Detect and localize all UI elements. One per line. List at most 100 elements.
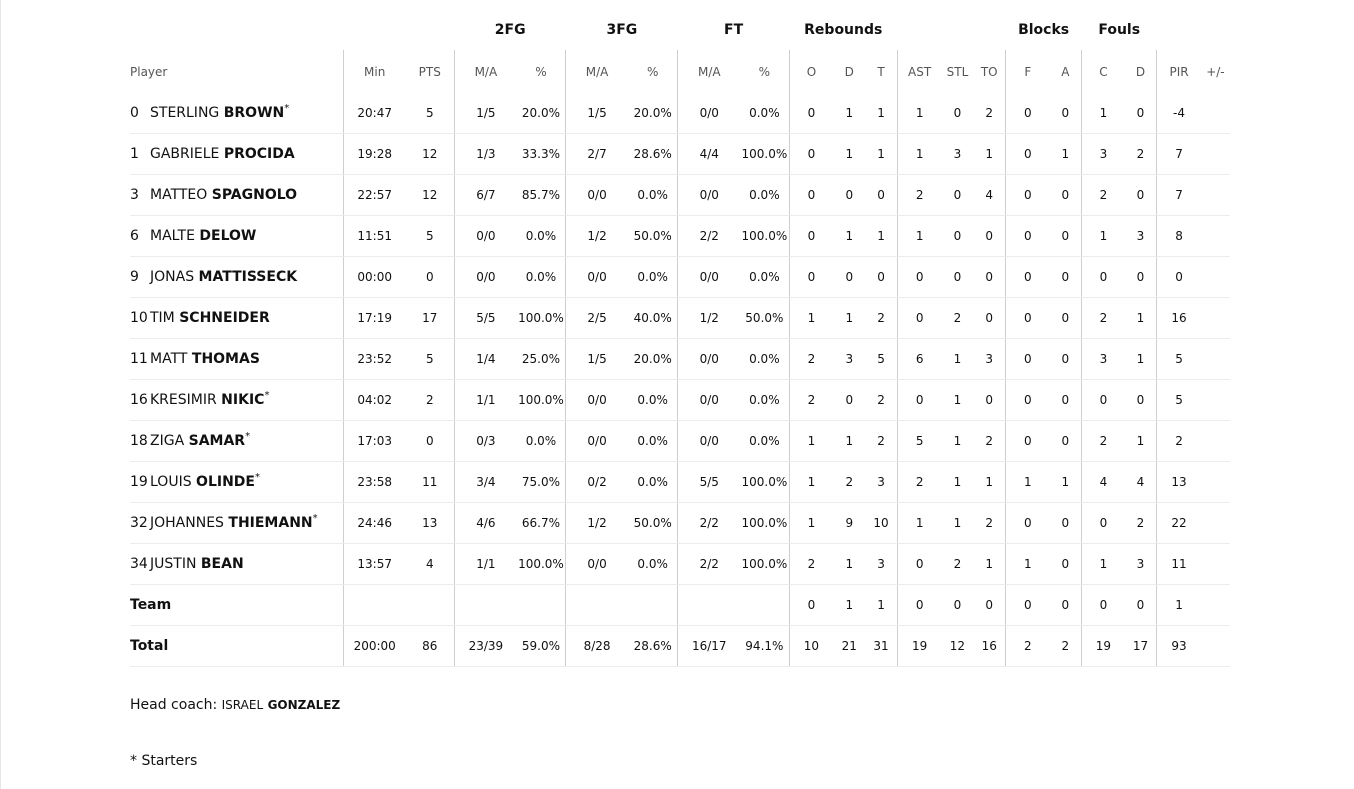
starter-mark: * bbox=[264, 390, 270, 401]
cell-3fg-pct bbox=[627, 584, 678, 626]
cell-ft-pct: 100.0% bbox=[740, 461, 790, 503]
cell-ft-ma: 2/2 bbox=[677, 502, 741, 544]
cell-ft-ma: 0/0 bbox=[677, 174, 741, 216]
cell-2fg-pct: 100.0% bbox=[516, 543, 566, 585]
cell-reb-d: 3 bbox=[833, 338, 866, 380]
cell-blocks-f: 0 bbox=[1005, 379, 1050, 421]
player-last-name: SPAGNOLO bbox=[211, 187, 298, 203]
cell-2fg-pct: 66.7% bbox=[516, 502, 566, 544]
cell-fouls-d: 3 bbox=[1124, 215, 1157, 257]
player-last-name: OLINDE bbox=[196, 474, 255, 490]
cell-blocks-a: 1 bbox=[1049, 133, 1082, 175]
cell-ast: 1 bbox=[896, 93, 942, 134]
cell-blocks-f: 0 bbox=[1005, 297, 1050, 339]
cell-stl: 1 bbox=[941, 379, 974, 421]
cell-3fg-pct: 0.0% bbox=[627, 379, 678, 421]
cell-ast: 1 bbox=[896, 215, 942, 257]
col-fouls-d: D bbox=[1135, 64, 1146, 79]
cell-ft-pct: 100.0% bbox=[740, 133, 790, 175]
cell-stl: 1 bbox=[941, 420, 974, 462]
player-row: 0 STERLING BROWN* 20:47 5 1/5 20.0% 1/5 20.0% 0/… bbox=[130, 93, 1230, 134]
cell-pts: 13 bbox=[405, 502, 455, 544]
cell-blocks-f: 0 bbox=[1005, 338, 1050, 380]
cell-pts: 86 bbox=[405, 625, 455, 667]
player-number: 16 bbox=[130, 392, 148, 408]
cell-ast: 2 bbox=[896, 174, 942, 216]
blank-group bbox=[343, 10, 454, 50]
cell-fouls-c: 0 bbox=[1081, 502, 1125, 544]
cell-3fg-pct: 20.0% bbox=[627, 93, 678, 134]
player-number: 0 bbox=[130, 105, 139, 121]
cell-to: 2 bbox=[973, 502, 1006, 544]
cell-reb-o: 0 bbox=[788, 133, 834, 175]
player-row: 18 ZIGA SAMAR* 17:03 0 0/3 0.0% 0/0 0.0% 0/0 0.0%… bbox=[130, 420, 1230, 462]
cell-fouls-c: 1 bbox=[1081, 215, 1125, 257]
cell-3fg-pct: 0.0% bbox=[627, 174, 678, 216]
cell-plus-minus bbox=[1200, 215, 1230, 257]
cell-blocks-a: 2 bbox=[1049, 625, 1082, 667]
cell-to: 1 bbox=[973, 543, 1006, 585]
cell-stl: 0 bbox=[941, 256, 974, 298]
player-last-name: DELOW bbox=[199, 228, 257, 244]
cell-reb-t: 1 bbox=[865, 584, 898, 626]
cell-reb-t: 1 bbox=[865, 215, 898, 257]
cell-pts: 17 bbox=[405, 297, 455, 339]
cell-to: 0 bbox=[973, 297, 1006, 339]
cell-min: 19:28 bbox=[342, 133, 406, 175]
cell-ft-ma: 0/0 bbox=[677, 420, 741, 462]
cell-reb-o: 2 bbox=[788, 338, 834, 380]
cell-3fg-ma: 2/5 bbox=[565, 297, 628, 339]
cell-ft-ma: 5/5 bbox=[677, 461, 741, 503]
col-reb-o: O bbox=[788, 50, 834, 93]
player-last-name: THIEMANN bbox=[228, 515, 313, 531]
cell-ast: 0 bbox=[896, 584, 942, 626]
col-blocks-a: A bbox=[1061, 64, 1070, 79]
cell-to: 1 bbox=[973, 133, 1006, 175]
cell-fouls-c: 3 bbox=[1081, 133, 1125, 175]
cell-ft-pct: 0.0% bbox=[740, 174, 790, 216]
cell-ast: 19 bbox=[896, 625, 942, 667]
cell-2fg-ma: 5/5 bbox=[454, 297, 517, 339]
cell-blocks-a: 0 bbox=[1049, 379, 1082, 421]
cell-reb-d: 21 bbox=[833, 625, 866, 667]
group-3fg: 3FG bbox=[606, 22, 638, 38]
cell-3fg-pct: 0.0% bbox=[627, 420, 678, 462]
cell-blocks-f: 0 bbox=[1005, 215, 1050, 257]
table-body: 0 STERLING BROWN* 20:47 5 1/5 20.0% 1/5 20.0% 0/… bbox=[130, 93, 1230, 667]
player-name-cell: 0 STERLING BROWN* bbox=[130, 93, 344, 134]
cell-plus-minus bbox=[1200, 379, 1230, 421]
cell-min: 200:00 bbox=[342, 625, 406, 667]
starter-mark: * bbox=[245, 431, 251, 442]
cell-pts: 4 bbox=[405, 543, 455, 585]
cell-stl: 1 bbox=[941, 502, 974, 544]
cell-reb-d: 0 bbox=[833, 379, 866, 421]
table-header: 2FG 3FG FT Rebounds Blocks Fouls Player … bbox=[130, 10, 1230, 93]
cell-reb-o: 1 bbox=[788, 297, 834, 339]
cell-ft-pct bbox=[740, 584, 790, 626]
cell-min: 13:57 bbox=[342, 543, 406, 585]
cell-min bbox=[342, 584, 406, 626]
cell-fouls-c: 3 bbox=[1081, 338, 1125, 380]
cell-reb-t: 0 bbox=[865, 174, 898, 216]
cell-fouls-d: 1 bbox=[1124, 420, 1157, 462]
player-first-name: ZIGA bbox=[150, 433, 185, 449]
cell-2fg-pct: 100.0% bbox=[516, 379, 566, 421]
cell-fouls-c: 4 bbox=[1081, 461, 1125, 503]
cell-3fg-pct: 50.0% bbox=[627, 502, 678, 544]
cell-3fg-ma: 2/7 bbox=[565, 133, 628, 175]
cell-plus-minus bbox=[1200, 502, 1230, 544]
cell-3fg-ma: 0/0 bbox=[565, 379, 628, 421]
player-name-cell: 18 ZIGA SAMAR* bbox=[130, 420, 344, 462]
col-reb-t: T bbox=[877, 64, 885, 79]
cell-pts: 5 bbox=[405, 338, 455, 380]
cell-3fg-pct: 0.0% bbox=[627, 256, 678, 298]
cell-ft-ma: 16/17 bbox=[677, 625, 741, 667]
player-row: 32 JOHANNES THIEMANN* 24:46 13 4/6 66.7% 1/2 50… bbox=[130, 502, 1230, 544]
cell-blocks-a: 0 bbox=[1049, 420, 1082, 462]
cell-to: 0 bbox=[973, 256, 1006, 298]
player-row: 19 LOUIS OLINDE* 23:58 11 3/4 75.0% 0/2 0.0% 5/5… bbox=[130, 461, 1230, 503]
cell-blocks-f: 0 bbox=[1005, 256, 1050, 298]
cell-3fg-pct: 0.0% bbox=[627, 543, 678, 585]
cell-stl: 0 bbox=[941, 93, 974, 134]
cell-reb-t: 2 bbox=[865, 297, 898, 339]
